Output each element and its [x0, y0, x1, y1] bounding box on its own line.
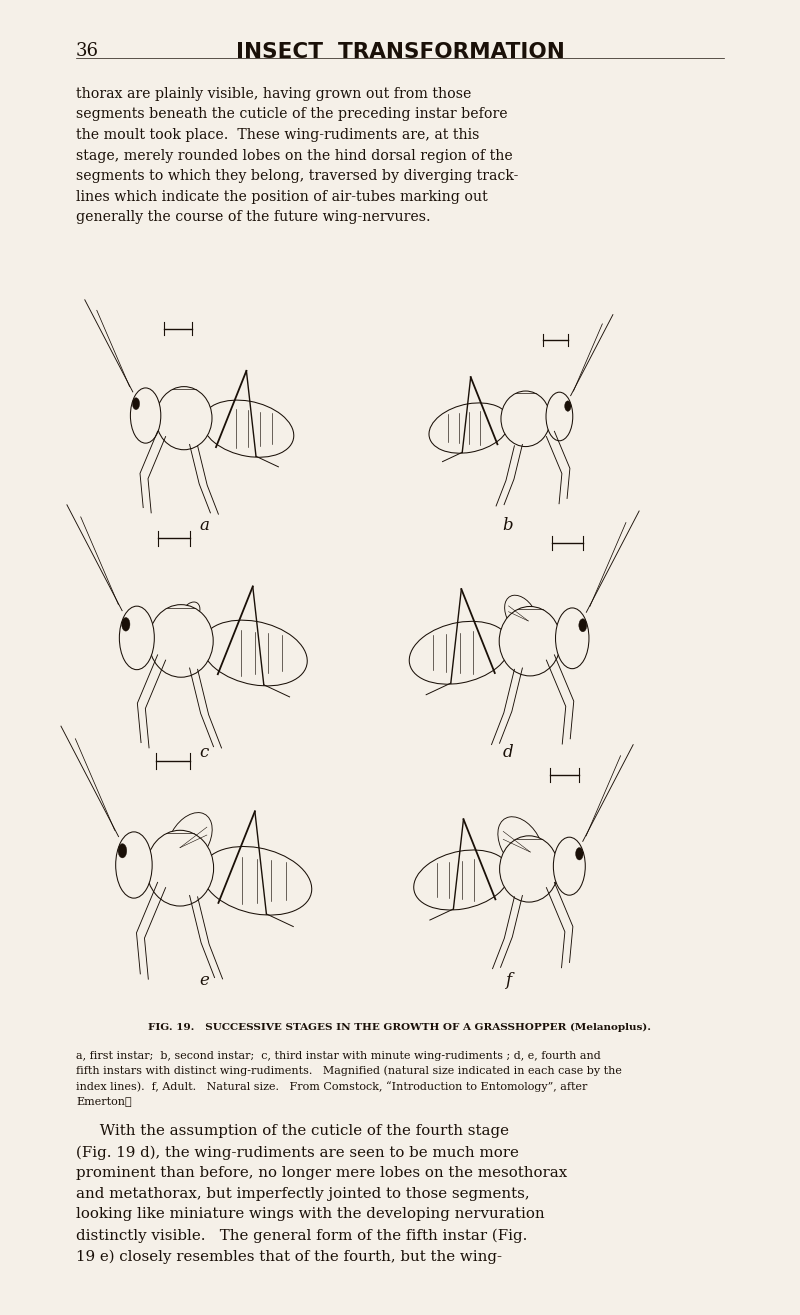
Text: e: e: [199, 973, 209, 989]
Ellipse shape: [410, 621, 510, 684]
Text: f: f: [505, 973, 511, 989]
Ellipse shape: [122, 618, 130, 631]
Ellipse shape: [414, 849, 510, 910]
Ellipse shape: [555, 608, 589, 668]
Ellipse shape: [156, 387, 212, 450]
Ellipse shape: [499, 836, 558, 902]
Ellipse shape: [579, 619, 586, 631]
Ellipse shape: [501, 391, 550, 447]
Text: b: b: [502, 518, 514, 534]
Ellipse shape: [565, 401, 571, 412]
Text: FIG. 19.   SUCCESSIVE STAGES IN THE GROWTH OF A GRASSHOPPER (Melanoplus).: FIG. 19. SUCCESSIVE STAGES IN THE GROWTH…: [149, 1023, 651, 1032]
Text: INSECT  TRANSFORMATION: INSECT TRANSFORMATION: [235, 42, 565, 62]
Text: d: d: [502, 744, 514, 760]
Ellipse shape: [499, 606, 561, 676]
Ellipse shape: [119, 606, 154, 669]
Ellipse shape: [149, 605, 213, 677]
Ellipse shape: [116, 832, 152, 898]
Ellipse shape: [202, 847, 312, 915]
Text: c: c: [199, 744, 209, 760]
Ellipse shape: [546, 392, 573, 441]
Ellipse shape: [133, 397, 140, 410]
Ellipse shape: [130, 388, 161, 443]
Ellipse shape: [554, 838, 586, 896]
Text: a, first instar;  b, second instar;  c, third instar with minute wing-rudiments : a, first instar; b, second instar; c, th…: [76, 1051, 622, 1106]
Ellipse shape: [202, 400, 294, 458]
Text: With the assumption of the cuticle of the fourth stage
(Fig. 19 d), the wing-rud: With the assumption of the cuticle of th…: [76, 1124, 567, 1264]
Ellipse shape: [118, 844, 126, 857]
Ellipse shape: [429, 402, 510, 454]
Ellipse shape: [576, 848, 583, 860]
Ellipse shape: [202, 621, 307, 686]
Text: 36: 36: [76, 42, 99, 60]
Text: a: a: [199, 518, 209, 534]
Ellipse shape: [146, 830, 214, 906]
Text: thorax are plainly visible, having grown out from those
segments beneath the cut: thorax are plainly visible, having grown…: [76, 87, 518, 225]
